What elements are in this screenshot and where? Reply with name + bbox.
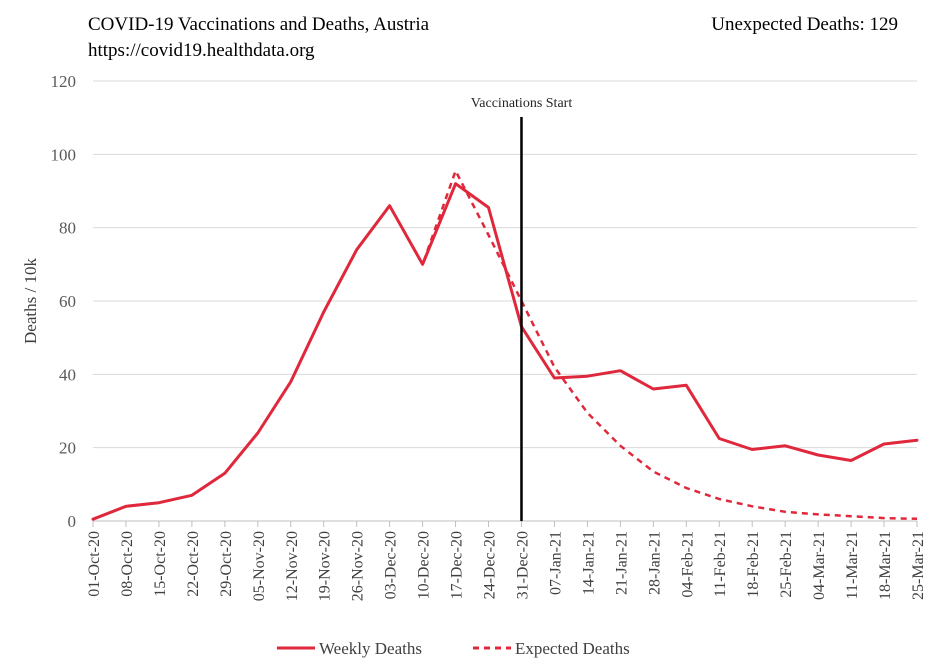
- x-tick-label: 04-Mar-21: [811, 531, 828, 600]
- series-line-expected-deaths: [92, 169, 918, 521]
- x-tick-label: 05-Nov-20: [251, 531, 268, 601]
- data-point: [586, 375, 589, 378]
- y-axis-label: Deaths / 10k: [21, 258, 40, 344]
- x-tick-label: 11-Feb-21: [712, 531, 729, 597]
- data-point: [454, 182, 457, 185]
- x-tick-label: 11-Mar-21: [844, 531, 861, 599]
- chart-subtitle: https://covid19.healthdata.org: [88, 40, 315, 61]
- unexpected-deaths-label: Unexpected Deaths: 129: [711, 14, 898, 35]
- data-point: [487, 234, 490, 237]
- legend-label-expected-deaths: Expected Deaths: [515, 639, 630, 658]
- data-point: [421, 263, 424, 266]
- data-point: [850, 515, 853, 518]
- data-point: [751, 505, 754, 508]
- data-point: [883, 443, 886, 446]
- x-tick-label: 08-Oct-20: [119, 531, 136, 597]
- data-point: [553, 366, 556, 369]
- y-tick-label: 20: [59, 439, 76, 458]
- data-point: [751, 448, 754, 451]
- series-line-weekly-deaths: [91, 182, 919, 521]
- x-tick-label: 18-Mar-21: [877, 531, 894, 600]
- data-point: [619, 369, 622, 372]
- data-point: [224, 472, 227, 475]
- data-point: [916, 518, 919, 521]
- vaccinations-start-label: Vaccinations Start: [471, 96, 573, 111]
- x-tick-label: 21-Jan-21: [613, 531, 630, 595]
- x-tick-label: 25-Feb-21: [778, 531, 795, 598]
- data-point: [553, 377, 556, 380]
- chart-title: COVID-19 Vaccinations and Deaths, Austri…: [88, 14, 430, 35]
- x-tick-label: 17-Dec-20: [449, 531, 466, 599]
- data-point: [850, 459, 853, 462]
- data-point: [322, 311, 325, 314]
- data-point: [619, 445, 622, 448]
- data-point: [586, 412, 589, 415]
- data-point: [257, 432, 260, 435]
- data-point: [817, 513, 820, 516]
- data-point: [883, 517, 886, 520]
- data-point: [355, 248, 358, 251]
- data-point: [685, 384, 688, 387]
- data-point: [652, 470, 655, 473]
- x-tick-label: 22-Oct-20: [185, 531, 202, 597]
- data-point: [916, 439, 919, 442]
- data-point: [191, 494, 194, 497]
- x-tick-label: 04-Feb-21: [679, 531, 696, 598]
- legend-label-weekly-deaths: Weekly Deaths: [319, 639, 422, 658]
- data-point: [388, 204, 391, 207]
- x-tick-label: 03-Dec-20: [383, 531, 400, 599]
- data-point: [817, 454, 820, 457]
- x-tick-label: 14-Jan-21: [580, 531, 597, 595]
- data-point: [718, 437, 721, 440]
- y-tick-label: 60: [59, 292, 76, 311]
- data-point: [92, 518, 95, 521]
- x-tick-label: 24-Dec-20: [482, 531, 499, 599]
- x-tick-label: 26-Nov-20: [350, 531, 367, 601]
- x-tick-label: 15-Oct-20: [152, 531, 169, 597]
- x-tick-label: 25-Mar-21: [910, 531, 927, 600]
- y-tick-label: 40: [59, 365, 76, 384]
- data-point: [125, 505, 128, 508]
- y-tick-label: 120: [51, 72, 77, 91]
- x-tick-label: 01-Oct-20: [86, 531, 103, 597]
- data-point: [784, 445, 787, 448]
- y-tick-label: 0: [68, 512, 77, 531]
- x-tick-label: 28-Jan-21: [646, 531, 663, 595]
- data-point: [289, 380, 292, 383]
- x-tick-label: 29-Oct-20: [218, 531, 235, 597]
- data-point: [487, 206, 490, 209]
- x-tick-label: 31-Dec-20: [514, 531, 531, 599]
- y-tick-label: 100: [51, 145, 77, 164]
- x-tick-label: 12-Nov-20: [284, 531, 301, 601]
- y-tick-label: 80: [59, 219, 76, 238]
- x-tick-label: 18-Feb-21: [745, 531, 762, 598]
- x-tick-label: 19-Nov-20: [317, 531, 334, 601]
- data-point: [652, 388, 655, 391]
- x-tick-label: 07-Jan-21: [547, 531, 564, 595]
- x-tick-label: 10-Dec-20: [416, 531, 433, 599]
- data-point: [718, 498, 721, 501]
- data-point: [454, 170, 457, 173]
- data-point: [685, 487, 688, 490]
- data-point: [158, 501, 161, 504]
- data-point: [784, 511, 787, 514]
